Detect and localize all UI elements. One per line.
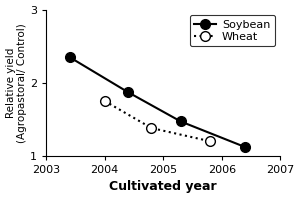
Wheat	[150, 127, 153, 129]
Soybean	[243, 146, 247, 148]
Line: Wheat: Wheat	[100, 96, 215, 146]
Soybean	[68, 56, 71, 58]
Legend: Soybean, Wheat: Soybean, Wheat	[190, 15, 275, 46]
Line: Soybean: Soybean	[64, 52, 250, 152]
Wheat	[208, 140, 212, 142]
Soybean	[126, 91, 130, 93]
Soybean	[179, 120, 183, 123]
Y-axis label: Relative yield
(Agropastoral/ Control): Relative yield (Agropastoral/ Control)	[6, 23, 27, 142]
X-axis label: Cultivated year: Cultivated year	[110, 180, 217, 193]
Wheat	[103, 100, 106, 102]
